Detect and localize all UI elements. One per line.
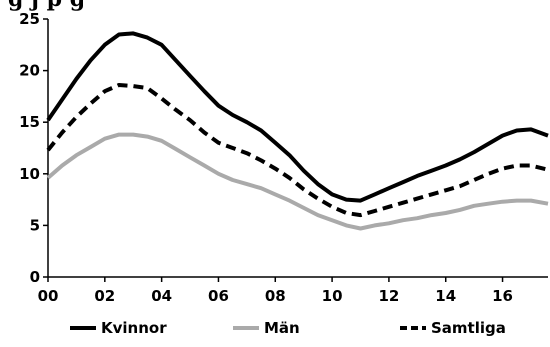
x-tick-label: 02 (94, 287, 115, 305)
x-tick-label: 00 (38, 287, 59, 305)
x-tick-label: 12 (378, 287, 399, 305)
x-tick-label: 08 (265, 287, 286, 305)
legend-label-samtliga: Samtliga (431, 319, 506, 337)
x-tick-label: 14 (435, 287, 456, 305)
series-line-kvinnor (46, 31, 549, 203)
series-line-män (46, 132, 549, 231)
x-tick-label: 16 (492, 287, 513, 305)
legend-label-män: Män (264, 319, 300, 337)
y-tick-label: 15 (19, 113, 40, 131)
legend-label-kvinnor: Kvinnor (101, 319, 167, 337)
series-line-samtliga (46, 83, 549, 218)
x-tick-label: 04 (151, 287, 172, 305)
x-tick-label: 06 (208, 287, 229, 305)
x-tick-label: 10 (322, 287, 343, 305)
series-lines (46, 31, 549, 231)
y-tick-label: 5 (30, 216, 40, 234)
axes: 0 5 10 15 20 25 00 02 04 06 08 10 12 14 16 (19, 10, 548, 305)
legend: Kvinnor Män Samtliga (70, 319, 506, 337)
y-tick-label: 20 (19, 62, 40, 80)
y-tick-label: 10 (19, 165, 40, 183)
y-tick-label: 0 (30, 268, 40, 286)
chart-title: g j p g (8, 0, 85, 12)
y-tick-label: 25 (19, 10, 40, 28)
